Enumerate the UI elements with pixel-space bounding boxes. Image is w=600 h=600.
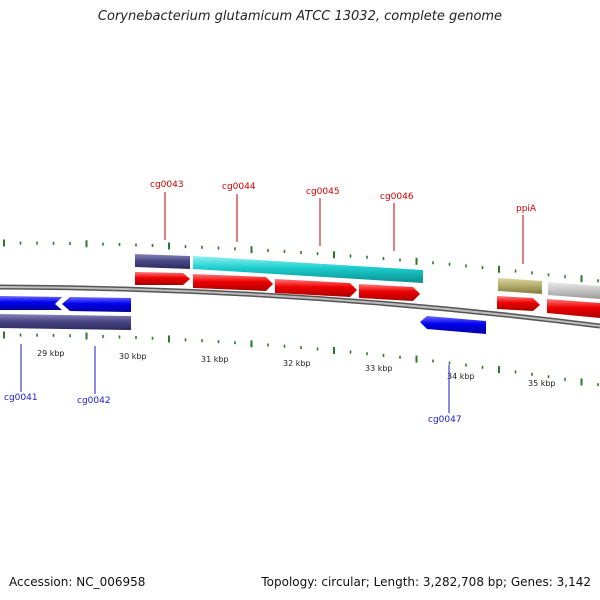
cds-arrow-cg0043: [135, 272, 190, 285]
lower-tick-track: [3, 331, 599, 387]
cds-arrow-cg0045: [275, 279, 357, 297]
kbp-label-34: 34 kbp: [447, 372, 475, 381]
feature-block-cg0041-cg0042: [0, 314, 131, 330]
feature-block-cg0043: [135, 254, 190, 269]
cds-arrow-cg0042: [62, 297, 131, 312]
kbp-label-35: 35 kbp: [528, 379, 556, 388]
gene-label-cg0044[interactable]: cg0044: [222, 182, 256, 192]
gene-label-cg0047[interactable]: cg0047: [428, 415, 462, 425]
gene-label-ppiA[interactable]: ppiA: [516, 204, 537, 214]
cds-arrow-cg0044: [193, 274, 273, 291]
upper-tick-track: [3, 239, 599, 283]
accession-text: Accession: NC_006958: [9, 575, 146, 589]
gene-label-cg0045[interactable]: cg0045: [306, 187, 340, 197]
cds-arrow-right: [547, 299, 600, 318]
kbp-label-33: 33 kbp: [365, 364, 393, 373]
gene-label-cg0046[interactable]: cg0046: [380, 192, 414, 202]
cds-arrow-cg0046: [359, 284, 420, 301]
genome-summary-text: Topology: circular; Length: 3,282,708 bp…: [261, 575, 591, 589]
kbp-label-29: 29 kbp: [37, 349, 65, 358]
gene-label-cg0041[interactable]: cg0041: [4, 393, 38, 403]
gene-label-cg0042[interactable]: cg0042: [77, 396, 111, 406]
kbp-label-31: 31 kbp: [201, 355, 229, 364]
gene-label-cg0043[interactable]: cg0043: [150, 180, 184, 190]
kbp-label-30: 30 kbp: [119, 352, 147, 361]
kbp-label-32: 32 kbp: [283, 359, 311, 368]
feature-block-ppiA: [498, 278, 542, 294]
backbone-inner: [0, 286, 600, 327]
cds-arrow-cg0047: [420, 316, 486, 334]
map-title: Corynebacterium glutamicum ATCC 13032, c…: [97, 9, 503, 24]
feature-block-right: [548, 282, 600, 299]
cds-arrow-cg0041: [0, 296, 62, 310]
feature-block-cg0044-cg0046: [193, 256, 423, 283]
cds-arrow-ppiA: [497, 296, 540, 311]
